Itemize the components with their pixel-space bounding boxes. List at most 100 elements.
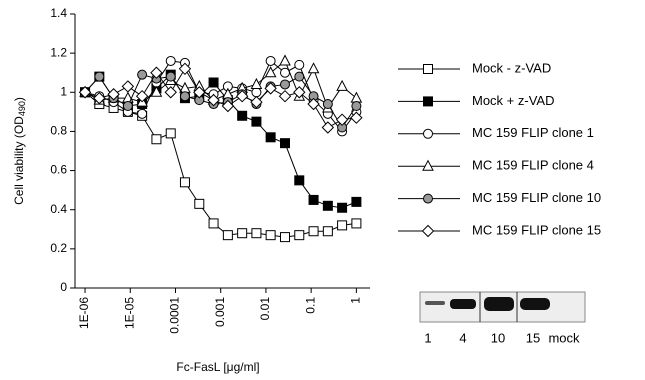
marker [294, 175, 305, 186]
marker [150, 66, 163, 79]
marker [278, 89, 292, 103]
legend-marker [422, 159, 434, 171]
marker [122, 100, 133, 111]
x-tick-label: 0.0001 [168, 297, 182, 334]
y-tick-label: 0.2 [50, 241, 67, 255]
marker [164, 86, 177, 99]
marker [350, 91, 363, 103]
marker [178, 62, 192, 76]
marker [322, 226, 333, 237]
legend-label: MC 159 FLIP clone 1 [472, 125, 594, 140]
marker [322, 99, 333, 110]
marker [207, 93, 220, 107]
marker [307, 62, 320, 74]
marker [308, 226, 319, 237]
legend-label: Mock + z-VAD [472, 93, 554, 108]
marker [165, 128, 176, 139]
marker [264, 66, 277, 78]
marker [179, 91, 190, 102]
marker [280, 232, 291, 243]
legend-marker [423, 193, 433, 204]
marker [321, 121, 335, 134]
series [80, 69, 362, 213]
series [80, 55, 362, 137]
legend-marker [423, 96, 433, 107]
marker [337, 220, 348, 231]
marker [336, 79, 348, 91]
marker [322, 200, 333, 211]
x-axis-label: Fc-FasL [μg/ml] [176, 360, 259, 374]
y-tick-label: 0.4 [50, 202, 67, 216]
blot-lane-label: 10 [491, 330, 505, 345]
marker [351, 100, 362, 111]
series [80, 87, 362, 243]
y-axis-label: Cell viability (OD490) [12, 97, 27, 205]
marker [94, 71, 105, 82]
legend-marker [423, 64, 433, 74]
marker [250, 95, 263, 109]
blot-band [484, 297, 514, 311]
marker [107, 88, 120, 101]
blot-lane-label: mock [548, 330, 580, 345]
marker [222, 87, 234, 99]
x-tick-label: 1E-06 [77, 297, 91, 329]
marker [251, 87, 262, 98]
marker [265, 55, 276, 66]
blot-band [425, 301, 445, 305]
y-tick-label: 0.6 [50, 163, 67, 177]
marker [194, 198, 205, 209]
series [78, 62, 363, 134]
marker [265, 230, 276, 241]
x-tick-label: 0.1 [303, 297, 317, 314]
marker [179, 177, 190, 188]
marker [237, 110, 248, 121]
blot-lane-label: 4 [459, 330, 466, 345]
legend-label: MC 159 FLIP clone 10 [472, 190, 601, 205]
marker [279, 54, 291, 66]
marker [208, 77, 219, 88]
marker [137, 69, 148, 80]
blot-lane-label: 15 [526, 330, 540, 345]
legend-marker [421, 224, 435, 238]
blot-band [520, 298, 550, 310]
marker [294, 230, 305, 241]
x-tick-label: 1 [349, 297, 363, 304]
marker [251, 228, 262, 239]
series [80, 69, 362, 133]
marker [337, 202, 348, 213]
x-tick-label: 1E-05 [122, 297, 136, 329]
marker [78, 86, 92, 99]
marker [150, 85, 163, 97]
marker [280, 79, 291, 90]
x-tick-label: 0.001 [213, 297, 227, 327]
marker [307, 97, 320, 111]
marker [351, 218, 362, 229]
marker [135, 89, 149, 103]
marker [308, 194, 319, 205]
marker [294, 71, 305, 82]
marker [293, 86, 306, 99]
marker [193, 86, 206, 99]
marker [137, 108, 148, 119]
marker [335, 113, 349, 126]
y-tick-label: 0 [60, 280, 67, 294]
marker [235, 89, 249, 103]
marker [151, 134, 162, 145]
marker [265, 132, 276, 143]
blot-band [450, 299, 476, 309]
marker [264, 82, 277, 95]
marker [222, 230, 233, 241]
marker [294, 59, 305, 70]
x-tick-label: 0.01 [258, 297, 272, 321]
marker [237, 228, 248, 239]
western-blot [419, 291, 586, 323]
legend-label: MC 159 FLIP clone 15 [472, 222, 601, 237]
blot-lane-label: 1 [424, 330, 431, 345]
y-tick-label: 1 [60, 84, 67, 98]
y-tick-label: 1.2 [50, 45, 67, 59]
y-tick-label: 1.4 [50, 6, 67, 20]
y-tick-label: 0.8 [50, 124, 67, 138]
marker [250, 77, 263, 89]
marker [121, 80, 135, 93]
